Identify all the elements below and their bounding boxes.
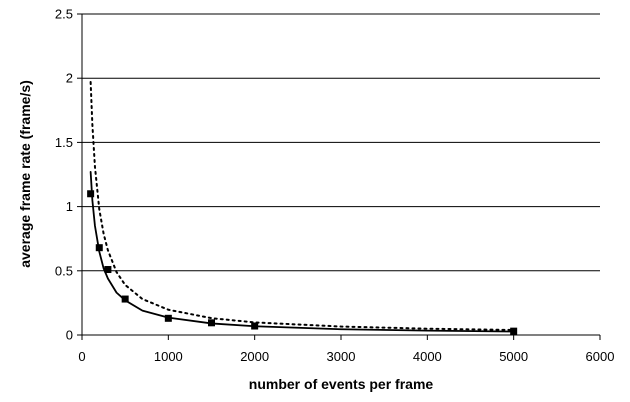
- solid-trend-line: [89, 171, 515, 333]
- y-tick-label: 1: [66, 199, 73, 214]
- x-tick-label: 0: [78, 349, 85, 364]
- y-axis-title: average frame rate (frame/s): [17, 80, 33, 268]
- data-point-marker: [164, 314, 172, 322]
- data-point-marker: [251, 322, 259, 330]
- x-tick-label: 2000: [240, 349, 269, 364]
- series-layer: [87, 81, 518, 335]
- x-tick-label: 6000: [586, 349, 615, 364]
- grid-lines: [82, 13, 600, 272]
- y-tick-labels: 0 0.5 1 1.5 2 2.5: [55, 7, 82, 343]
- data-point-marker: [208, 319, 215, 327]
- x-tick-labels: 0 1000 2000 3000 4000 5000 6000: [78, 335, 614, 364]
- y-tick-label: 0.5: [55, 263, 73, 278]
- y-tick-label: 2.5: [55, 7, 73, 22]
- data-point-marker: [95, 244, 103, 252]
- data-point-marker: [104, 266, 112, 274]
- x-axis-title: number of events per frame: [249, 376, 434, 392]
- dotted-trend-line: [89, 81, 515, 331]
- y-tick-label: 0: [66, 328, 73, 343]
- x-tick-label: 5000: [499, 349, 528, 364]
- data-point-marker: [510, 327, 518, 335]
- y-tick-label: 2: [66, 71, 73, 86]
- data-point-marker: [121, 295, 129, 303]
- x-tick-label: 3000: [327, 349, 356, 364]
- y-tick-label: 1.5: [55, 135, 73, 150]
- x-tick-label: 1000: [154, 349, 183, 364]
- data-point-marker: [87, 190, 95, 198]
- x-tick-label: 4000: [413, 349, 442, 364]
